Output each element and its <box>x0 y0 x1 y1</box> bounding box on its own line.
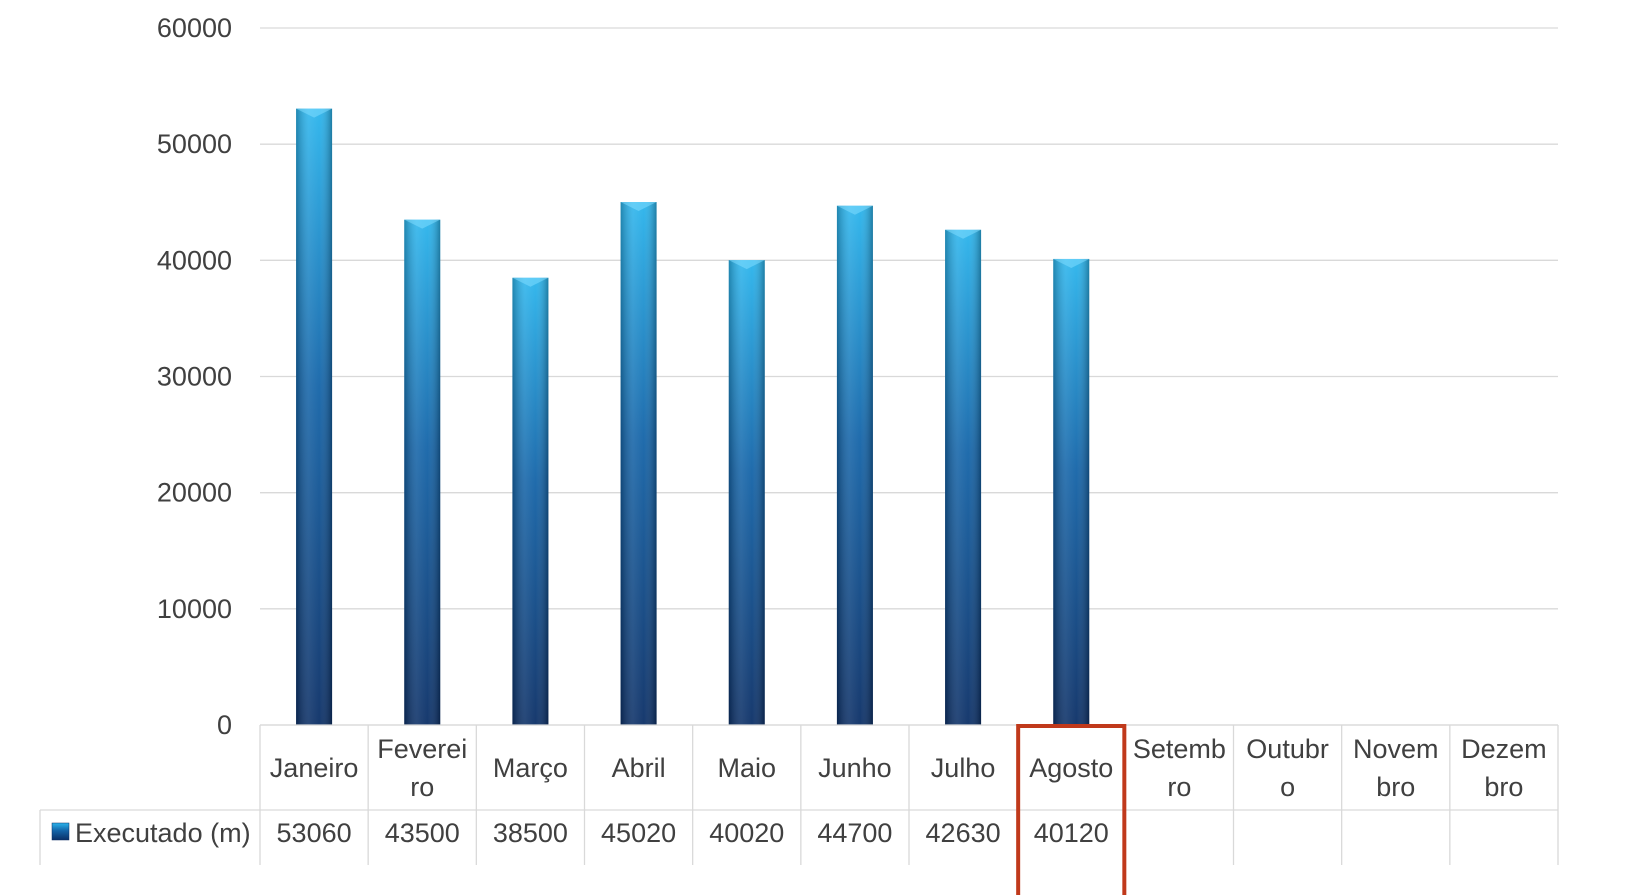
bar <box>728 260 765 725</box>
y-tick-label: 30000 <box>157 362 232 392</box>
legend-series-name: Executado (m) <box>75 818 251 848</box>
category-label: Janeiro <box>270 753 359 783</box>
bar <box>512 277 549 725</box>
y-tick-label: 20000 <box>157 478 232 508</box>
bar <box>296 108 333 725</box>
bar <box>836 205 873 726</box>
bar-cap <box>836 205 873 215</box>
y-tick-label: 10000 <box>157 594 232 624</box>
category-label-line: Abril <box>612 753 666 783</box>
category-label: Março <box>493 753 568 783</box>
category-label: Agosto <box>1029 753 1113 783</box>
bar-shade <box>836 205 873 726</box>
category-label: Outubr o <box>1246 734 1329 802</box>
bar-cap <box>296 108 333 118</box>
category-label-line: Maio <box>717 753 776 783</box>
bar-cap <box>404 219 441 229</box>
data-value-label: 44700 <box>817 818 892 848</box>
data-value-label: 53060 <box>277 818 352 848</box>
category-label: Junho <box>818 753 892 783</box>
bar-cap <box>1053 258 1090 268</box>
bar <box>620 202 657 725</box>
bar-shade <box>728 260 765 725</box>
category-label-line: ro <box>410 772 434 802</box>
gridlines <box>260 27 1558 726</box>
data-value-label: 42630 <box>926 818 1001 848</box>
y-axis-tick-labels: 0 10000 20000 30000 40000 50000 60000 <box>157 13 232 740</box>
category-label: Maio <box>717 753 776 783</box>
bar-shade <box>945 229 982 725</box>
category-label-line: Novem <box>1353 734 1439 764</box>
category-label-line: o <box>1280 772 1295 802</box>
bar-cap <box>945 229 982 239</box>
data-value-label: 45020 <box>601 818 676 848</box>
category-label-line: Março <box>493 753 568 783</box>
bar-shade <box>512 277 549 725</box>
bar-cap <box>728 260 765 270</box>
y-tick-label: 0 <box>217 710 232 740</box>
category-label-line: Outubr <box>1246 734 1329 764</box>
category-label-line: Dezem <box>1461 734 1547 764</box>
category-label-line: Feverei <box>377 734 467 764</box>
category-label-line: bro <box>1376 772 1415 802</box>
data-table: Janeiro Feverei ro Março Abril Maio Junho Julho… <box>39 724 1559 895</box>
category-label: Julho <box>931 753 996 783</box>
bar <box>945 229 982 725</box>
y-tick-label: 60000 <box>157 13 232 43</box>
data-value-label: 40020 <box>709 818 784 848</box>
category-label: Abril <box>612 753 666 783</box>
category-label: Setemb ro <box>1133 734 1226 802</box>
category-label: Feverei ro <box>377 734 467 802</box>
category-label: Dezem bro <box>1461 734 1547 802</box>
category-label-line: Setemb <box>1133 734 1226 764</box>
bar-cap <box>512 277 549 287</box>
category-label-line: ro <box>1167 772 1191 802</box>
bar-shade <box>296 108 333 725</box>
category-label-line: Agosto <box>1029 753 1113 783</box>
data-value-label: 43500 <box>385 818 460 848</box>
bar-shade <box>1053 258 1090 725</box>
bar-shade <box>620 202 657 725</box>
data-value-label: 40120 <box>1034 818 1109 848</box>
category-label-line: Janeiro <box>270 753 359 783</box>
highlight-box <box>1016 724 1127 895</box>
bar <box>1053 258 1090 725</box>
y-tick-label: 40000 <box>157 245 232 275</box>
bar <box>404 219 441 726</box>
category-label: Novem bro <box>1353 734 1439 802</box>
legend-swatch <box>51 822 70 841</box>
category-label-line: Junho <box>818 753 892 783</box>
bar-cap <box>620 202 657 212</box>
category-label-line: Julho <box>931 753 996 783</box>
bar-shade <box>404 219 441 726</box>
data-value-label: 38500 <box>493 818 568 848</box>
bars <box>296 108 1090 726</box>
category-label-line: bro <box>1484 772 1523 802</box>
y-tick-label: 50000 <box>157 129 232 159</box>
